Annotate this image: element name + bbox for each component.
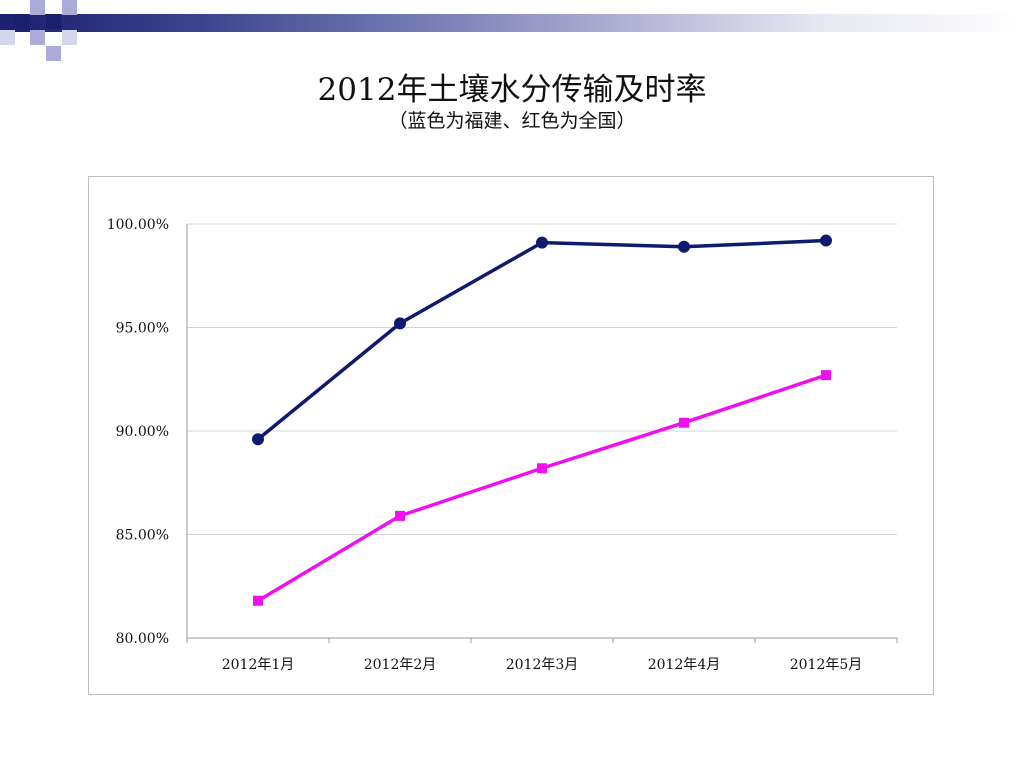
x-tick-label: 2012年4月 <box>648 657 721 673</box>
y-tick-label: 95.00% <box>116 321 169 337</box>
decor-square-2 <box>30 0 45 15</box>
x-tick-label: 2012年2月 <box>364 657 437 673</box>
x-tick-label: 2012年3月 <box>506 657 579 673</box>
x-tick-label: 2012年1月 <box>222 657 295 673</box>
series-1-point <box>536 236 548 249</box>
page-subtitle: （蓝色为福建、红色为全国） <box>388 110 636 132</box>
series-2-point <box>821 370 831 381</box>
decor-square-3 <box>46 14 61 29</box>
series-line-2 <box>257 373 827 603</box>
series-2-point <box>395 510 405 521</box>
decor-square-1 <box>14 14 29 29</box>
series-2-point <box>537 463 547 474</box>
y-tick-label: 100.00% <box>107 217 169 233</box>
series-1-point <box>820 234 832 247</box>
series-1-point <box>252 433 264 446</box>
decor-square-8 <box>46 46 61 61</box>
y-tick-label: 90.00% <box>116 424 169 440</box>
series-2-point <box>679 417 689 428</box>
y-tick-label: 85.00% <box>116 528 169 544</box>
decor-square-5 <box>0 30 15 45</box>
series-1-point <box>678 240 690 253</box>
line-chart: 80.00% 85.00% 90.00% 95.00% 100.00% 2012年1月 20… <box>107 217 898 673</box>
decor-square-4 <box>62 0 77 15</box>
x-tick-label: 2012年5月 <box>790 657 863 673</box>
series-line-1 <box>256 238 827 441</box>
series-2-point <box>253 595 263 606</box>
page-title: 2012年土壤水分传输及时率 <box>317 72 707 108</box>
decor-square-6 <box>30 30 45 45</box>
series-1-point <box>394 317 406 330</box>
header-gradient-bar <box>0 14 1024 32</box>
decor-square-7 <box>62 30 77 45</box>
chart-container: 80.00% 85.00% 90.00% 95.00% 100.00% 2012年1月 20… <box>88 176 934 695</box>
y-tick-label: 80.00% <box>116 631 169 647</box>
